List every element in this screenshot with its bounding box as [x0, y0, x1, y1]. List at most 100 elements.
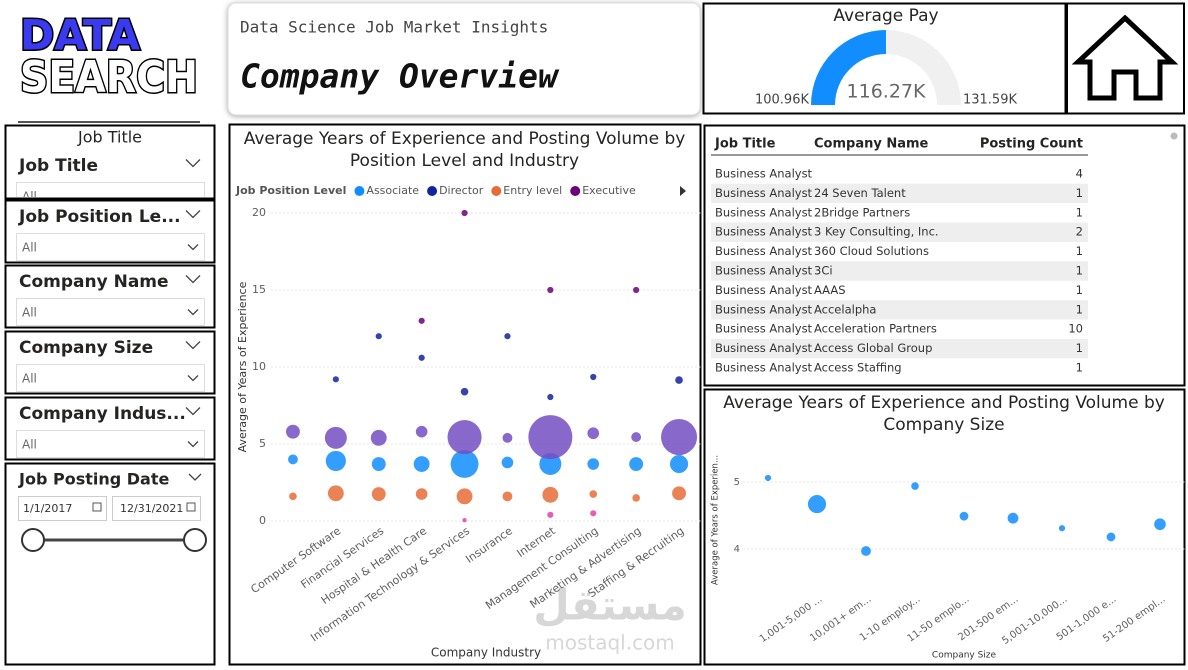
y-tick-label: 5 [259, 437, 266, 450]
bubble [462, 518, 467, 523]
chevron [188, 473, 202, 481]
bubble [1007, 512, 1019, 524]
chevron [185, 341, 201, 350]
logo-card [5, 0, 215, 120]
calendar-icon [186, 502, 196, 512]
y-tick-label: 0 [259, 514, 266, 527]
bubble [590, 373, 597, 381]
table-cell: Acceleration Partners [814, 322, 937, 336]
slider-handle[interactable] [183, 528, 207, 552]
chevron [185, 210, 201, 219]
home-icon[interactable] [1071, 14, 1179, 101]
table-cell: Business Analyst [715, 361, 813, 375]
table-cell: Accelalpha [814, 302, 876, 316]
bubble [461, 209, 468, 217]
filter-dropdown[interactable]: All [16, 182, 205, 210]
home-button[interactable] [1066, 2, 1185, 115]
bubble [959, 511, 969, 521]
chart-title-box: Average Years of Experience and Posting … [244, 129, 686, 171]
legend-label: Entry level [503, 184, 562, 197]
gauge-value-label: 116.27K [847, 81, 926, 103]
bubble [542, 486, 559, 503]
filter-label: Company Size [19, 338, 153, 358]
logo-line1: DATA [20, 11, 140, 60]
dropdown-chevron [187, 309, 199, 316]
table-cell: 1 [1076, 361, 1083, 375]
table-cell: Business Analyst [715, 244, 813, 258]
gauge-value [811, 30, 886, 106]
table-row-band [711, 261, 1088, 281]
y-tick-label: 15 [252, 283, 266, 296]
gauge-card [702, 2, 1067, 115]
calendar-icon [92, 502, 102, 512]
table-cell: Business Analyst [715, 341, 813, 355]
chevron [185, 159, 201, 168]
bubble [587, 458, 600, 470]
bubble [547, 286, 554, 294]
gauge-max-label: 131.59K [963, 93, 1017, 108]
dropdown-value[interactable]: All [22, 306, 37, 320]
table-cell: 1 [1076, 244, 1083, 258]
table-row-band [711, 183, 1088, 204]
table-cell: 2Bridge Partners [814, 205, 910, 219]
filter-label: Company Indus... [19, 404, 186, 424]
legend-marker [427, 186, 438, 196]
watermark: مستقل [533, 581, 687, 630]
table-cell: 1 [1076, 302, 1083, 316]
dropdown-value[interactable]: All [22, 372, 37, 386]
bubble [327, 485, 344, 502]
bubble [669, 454, 689, 474]
table-cell: Business Analyst [715, 322, 813, 336]
y-axis-label: Average of Years of Experien... [711, 455, 721, 585]
home-card[interactable] [1066, 2, 1185, 115]
dropdown-value[interactable]: All [22, 241, 37, 255]
bubble [371, 487, 386, 502]
filter-dropdown[interactable]: All [16, 298, 205, 326]
legend-label: Associate [366, 184, 419, 197]
y-tick-label: 10 [252, 360, 266, 373]
filter-card [4, 462, 216, 666]
dropdown-box[interactable] [16, 430, 205, 458]
dropdown-box[interactable] [16, 298, 205, 326]
table-cell: 2 [1076, 225, 1083, 239]
table-cell: 10 [1068, 322, 1083, 336]
filter-dropdown[interactable]: All [16, 430, 205, 458]
date-input[interactable] [112, 496, 201, 521]
y-tick-label: 20 [252, 206, 266, 219]
bubble [502, 432, 513, 443]
table-cell: Business Analyst [715, 205, 813, 219]
filter-dropdown[interactable]: All [16, 364, 205, 392]
legend-label: Executive [582, 184, 636, 197]
date-value[interactable]: 12/31/2021 [120, 502, 183, 515]
bubble [629, 457, 644, 471]
bubble [675, 376, 683, 384]
table-row-band [711, 338, 1088, 359]
scrollbar [1170, 132, 1178, 140]
header-card [227, 2, 701, 116]
table-cell: 1 [1076, 283, 1083, 297]
dropdown-box[interactable] [16, 233, 205, 261]
y-tick-label: 5 [734, 477, 740, 488]
bubble [289, 492, 297, 501]
dropdown-box[interactable] [16, 364, 205, 392]
date-value[interactable]: 1/1/2017 [23, 502, 72, 515]
table-header: Job Title [714, 137, 776, 152]
table-cell: Access Global Group [814, 341, 932, 355]
bubble [807, 495, 827, 514]
dropdown-value[interactable]: All [22, 190, 37, 204]
bubble [325, 450, 346, 472]
dropdown-value[interactable]: All [22, 438, 37, 452]
bubble [460, 387, 469, 396]
filter-label: Job Posting Date [18, 470, 169, 489]
gauge-min-label: 100.96K [755, 93, 809, 108]
date-input[interactable] [18, 496, 107, 521]
bubble [661, 419, 698, 456]
dropdown-box[interactable] [16, 182, 205, 210]
slider-handle[interactable] [21, 528, 45, 552]
legend-arrow[interactable] [680, 186, 686, 196]
chevron [185, 275, 201, 284]
chart-title: Average Years of Experience and Posting … [723, 393, 1165, 435]
filter-dropdown[interactable]: All [16, 233, 205, 261]
watermark: mostaql.com [545, 631, 675, 655]
bubble [285, 424, 300, 439]
